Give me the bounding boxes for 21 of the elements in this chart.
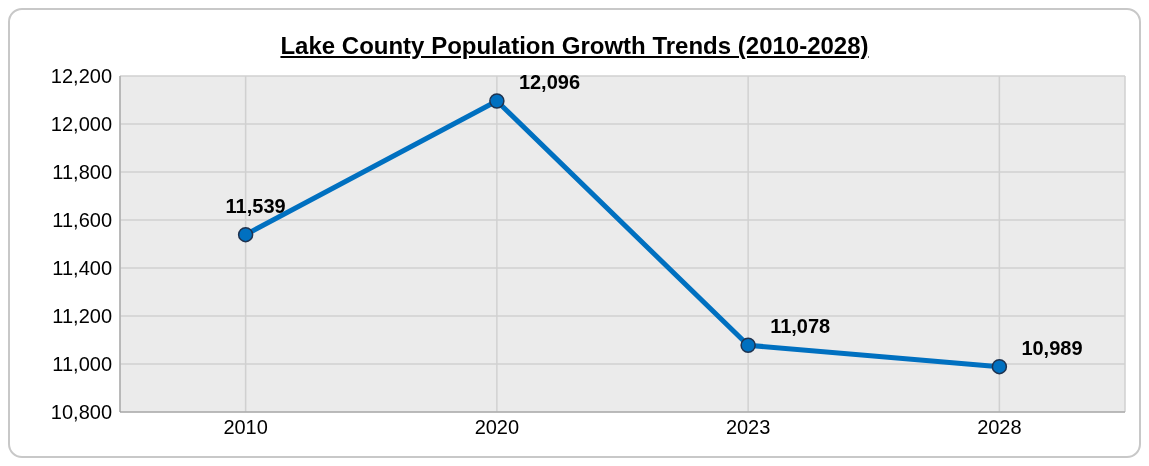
x-tick-label: 2020 <box>474 416 520 439</box>
x-tick-label: 2028 <box>977 416 1022 439</box>
data-label: 11,539 <box>225 194 286 217</box>
x-tick-label: 2010 <box>223 416 268 439</box>
data-label: 12,096 <box>518 70 581 93</box>
y-tick-label: 11,400 <box>52 257 112 280</box>
point <box>740 337 756 354</box>
y-tick-label: 11,000 <box>52 353 112 376</box>
y-tick-label: 11,600 <box>52 209 112 232</box>
data-label: 11,078 <box>770 315 831 338</box>
point <box>991 358 1008 375</box>
chart-title: Lake County Population Growth Trends (2010-2028) <box>279 31 870 61</box>
y-tick-label: 11,800 <box>52 161 112 184</box>
data-label: 10,989 <box>1021 336 1083 359</box>
x-tick-label: 2023 <box>725 416 771 439</box>
y-tick-label: 11,200 <box>52 305 112 328</box>
y-tick-label: 12,200 <box>50 65 112 88</box>
point <box>489 93 505 109</box>
y-tick-label: 10,800 <box>50 401 112 424</box>
point <box>237 226 254 243</box>
y-tick-label: 12,000 <box>50 113 112 136</box>
